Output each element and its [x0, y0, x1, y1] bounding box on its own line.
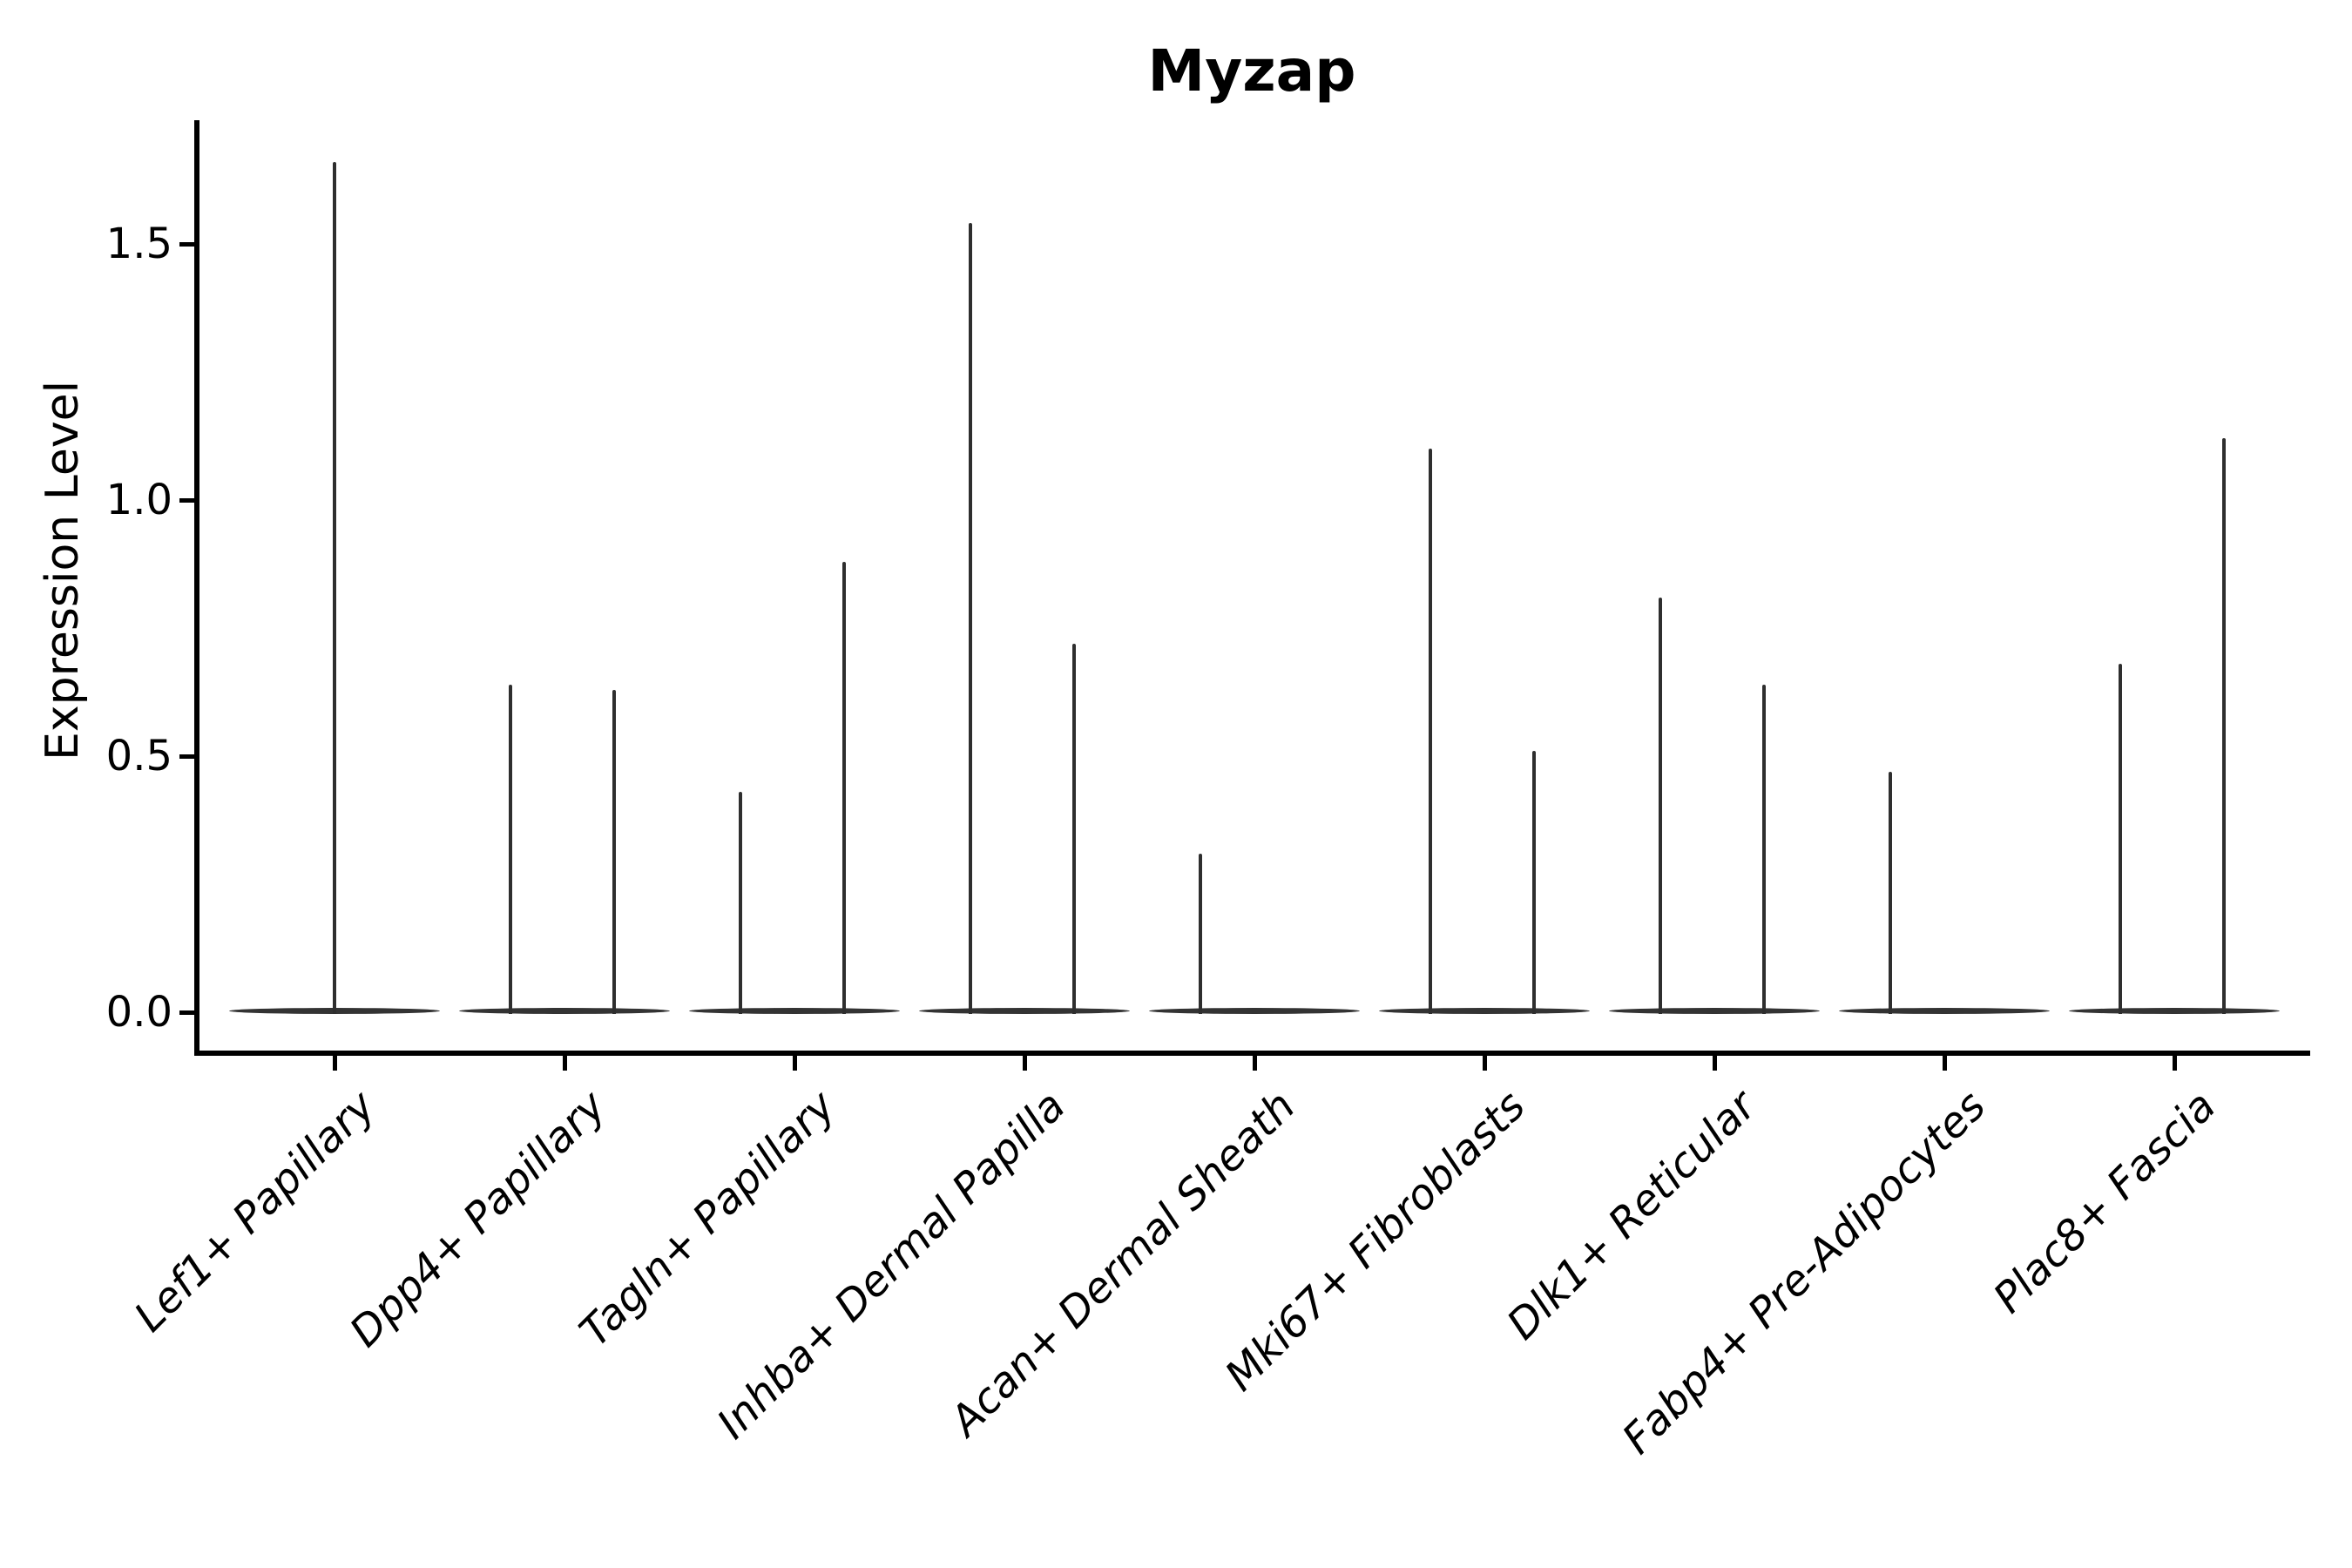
- x-tick-label: Plac8+ Fascia: [1984, 1081, 2226, 1323]
- violin-spike: [1659, 597, 1662, 1014]
- x-axis-line: [194, 1051, 2310, 1056]
- x-tick-label: Lef1+ Papillary: [125, 1081, 386, 1342]
- x-tick: [792, 1056, 797, 1071]
- violin-spike: [1429, 449, 1432, 1014]
- y-tick: [179, 754, 194, 759]
- violin-spike: [509, 684, 512, 1014]
- y-tick-label: 1.0: [105, 476, 172, 524]
- y-axis-line: [194, 120, 199, 1056]
- x-tick: [2172, 1056, 2177, 1071]
- violin-spike: [2222, 438, 2226, 1014]
- violin-spike: [1889, 771, 1892, 1014]
- violin-spike: [2119, 664, 2122, 1014]
- chart-title: Myzap: [1147, 37, 1356, 105]
- violin-spike: [1532, 751, 1536, 1014]
- violin-zero-base: [459, 1008, 670, 1014]
- violin-zero-base: [689, 1008, 900, 1014]
- x-tick-label: Tagln+ Papillary: [570, 1081, 846, 1356]
- x-tick-label: Dpp4+ Papillary: [340, 1081, 616, 1357]
- violin-spike: [1762, 684, 1766, 1014]
- violin-zero-base: [1609, 1008, 1820, 1014]
- x-tick-label: Dlk1+ Reticular: [1497, 1081, 1766, 1349]
- violin-spike: [739, 792, 742, 1014]
- x-tick: [1482, 1056, 1487, 1071]
- x-tick: [1712, 1056, 1717, 1071]
- violin-zero-base: [1379, 1008, 1590, 1014]
- violin-spike: [333, 161, 336, 1014]
- y-tick: [179, 241, 194, 247]
- x-tick: [1942, 1056, 1947, 1071]
- y-tick: [179, 497, 194, 503]
- y-tick: [179, 1010, 194, 1015]
- violin-spike: [1199, 853, 1202, 1014]
- violin-spike: [612, 689, 616, 1014]
- y-axis-label: Expression Level: [37, 380, 89, 761]
- x-tick: [1252, 1056, 1257, 1071]
- violin-zero-base: [1839, 1008, 2050, 1014]
- x-tick: [562, 1056, 567, 1071]
- y-tick-label: 1.5: [105, 220, 172, 268]
- violin-spike: [1072, 643, 1076, 1014]
- x-tick: [1022, 1056, 1027, 1071]
- y-tick-label: 0.0: [105, 988, 172, 1037]
- violin-zero-base: [2069, 1008, 2280, 1014]
- x-tick: [332, 1056, 337, 1071]
- violin-zero-base: [1149, 1008, 1360, 1014]
- violin-zero-base: [919, 1008, 1130, 1014]
- violin-spike: [842, 561, 846, 1014]
- violin-spike: [969, 223, 972, 1014]
- y-tick-label: 0.5: [105, 732, 172, 781]
